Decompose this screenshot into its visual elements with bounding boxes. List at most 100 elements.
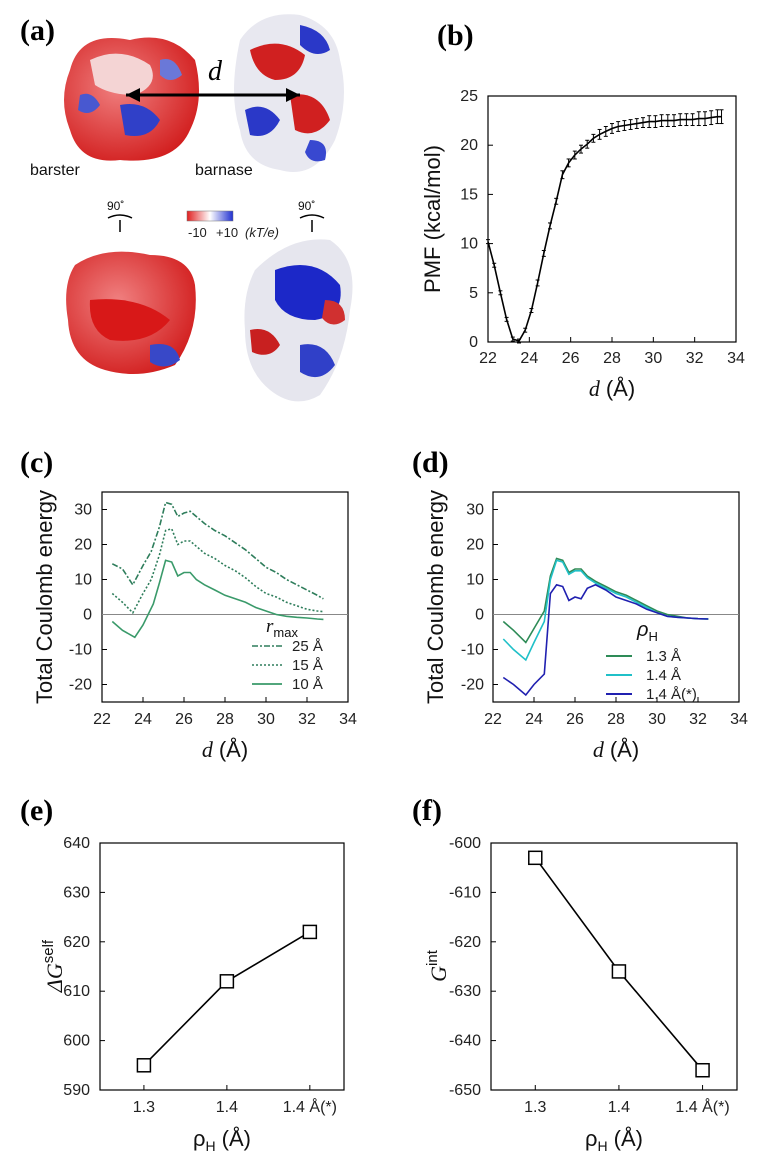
d-series-line [502, 557, 709, 644]
c-xtick: 22 [93, 711, 111, 728]
colorbar [186, 210, 234, 222]
b-ylabel: PMF (kcal/mol) [420, 145, 445, 293]
b-xtick: 28 [603, 350, 621, 367]
e-ytick: 620 [63, 934, 90, 951]
d-xtick: 26 [566, 711, 584, 728]
b-ytick: 5 [469, 285, 478, 302]
f-ytick: -630 [449, 983, 481, 1000]
f-xtick: 1.4 [608, 1099, 630, 1116]
b-ytick: 0 [469, 334, 478, 351]
c-xtick: 28 [216, 711, 234, 728]
rotation-icon-left [107, 214, 133, 232]
c-legend-label: 15 Å [292, 657, 323, 674]
e-series-line [143, 931, 311, 1066]
e-xtick: 1.3 [133, 1099, 155, 1116]
chart-e-frame [99, 842, 345, 1091]
chart-f: -650 -640 -630 -620 -610 -600 1.3 1.4 1.… [424, 835, 738, 1154]
d-legend: 1.3 Å 1.4 Å 1.4 Å(*) [606, 648, 697, 703]
b-ytick: 20 [460, 137, 478, 154]
colorbar-min: -10 [188, 225, 207, 240]
c-ytick: -10 [69, 642, 92, 659]
c-series-line [111, 559, 324, 639]
chart-d: -20 -10 0 10 20 30 22 24 26 28 30 32 34 … [423, 490, 748, 762]
e-point [302, 924, 318, 940]
f-xtick: 1.4 Å(*) [675, 1097, 729, 1116]
rotation-icon-right [299, 214, 325, 232]
f-xlabel: ρH (Å) [585, 1126, 643, 1154]
c-ytick: 20 [74, 537, 92, 554]
f-ytick: -650 [449, 1082, 481, 1099]
c-series-line [111, 527, 324, 615]
rotation-label-left: 90˚ [107, 199, 124, 213]
chart-f-frame [490, 842, 738, 1091]
d-xtick: 28 [607, 711, 625, 728]
d-xtick: 30 [648, 711, 666, 728]
d-series-line [502, 559, 709, 662]
distance-arrow [126, 88, 300, 102]
e-ytick: 630 [63, 884, 90, 901]
d-ylabel: Total Coulomb energy [423, 490, 448, 704]
e-ylabel: ΔGself [40, 939, 67, 993]
f-point [695, 1062, 710, 1078]
b-xtick: 34 [727, 350, 745, 367]
barnase-surface-bottom [244, 239, 353, 402]
panel-label-a: (a) [20, 14, 55, 47]
f-ytick: -620 [449, 934, 481, 951]
barster-surface-bottom [66, 251, 196, 374]
d-xtick: 22 [484, 711, 502, 728]
d-ytick: 10 [466, 572, 484, 589]
d-ytick: 30 [466, 502, 484, 519]
c-xtick: 24 [134, 711, 152, 728]
chart-b: 0 5 10 15 20 25 22 24 26 28 30 32 34 PMF… [420, 88, 745, 401]
d-ytick: 0 [475, 607, 484, 624]
colorbar-max: +10 [216, 225, 238, 240]
c-xtick: 26 [175, 711, 193, 728]
f-ylabel: Gint [424, 949, 451, 982]
chart-e: 590 600 610 620 630 640 1.3 1.4 1.4 Å(*)… [40, 835, 345, 1154]
d-ytick: -10 [461, 642, 484, 659]
c-legend-label: 25 Å [292, 638, 323, 655]
barnase-label: barnase [195, 162, 253, 179]
b-xtick: 32 [686, 350, 704, 367]
barster-label: barster [30, 162, 80, 179]
d-ytick: 20 [466, 537, 484, 554]
d-legend-label: 1.4 Å [646, 667, 681, 684]
rotation-label-right: 90˚ [298, 199, 315, 213]
e-xtick: 1.4 Å(*) [283, 1097, 337, 1116]
e-xtick: 1.4 [216, 1099, 238, 1116]
c-ytick: 30 [74, 502, 92, 519]
b-series-line [487, 115, 722, 342]
e-ytick: 610 [63, 983, 90, 1000]
f-ytick: -600 [449, 835, 481, 852]
panel-label-b: (b) [437, 19, 474, 52]
c-xtick: 32 [298, 711, 316, 728]
b-xtick: 24 [520, 350, 538, 367]
panel-label-c: (c) [20, 446, 53, 479]
c-ylabel: Total Coulomb energy [32, 490, 57, 704]
d-xtick: 32 [689, 711, 707, 728]
panel-label-d: (d) [412, 446, 449, 479]
c-legend: 25 Å 15 Å 10 Å [252, 638, 323, 693]
e-ytick: 640 [63, 835, 90, 852]
f-xtick: 1.3 [524, 1099, 546, 1116]
f-series-line [534, 857, 704, 1071]
c-ytick: 10 [74, 572, 92, 589]
b-ytick: 25 [460, 88, 478, 105]
distance-label: d [208, 56, 223, 87]
c-xtick: 34 [339, 711, 357, 728]
c-xlabel: d (Å) [202, 737, 248, 762]
f-point [611, 964, 627, 979]
d-legend-title: ρH [636, 619, 658, 644]
f-point [528, 850, 543, 866]
panel-label-e: (e) [20, 794, 53, 827]
c-legend-label: 10 Å [292, 676, 323, 693]
e-point [136, 1058, 152, 1073]
c-ytick: 0 [83, 607, 92, 624]
b-xtick: 26 [562, 350, 580, 367]
d-xlabel: d (Å) [593, 737, 639, 762]
c-series-line [111, 501, 324, 600]
b-ytick: 15 [460, 186, 478, 203]
d-legend-label: 1.4 Å(*) [646, 686, 697, 703]
c-xtick: 30 [257, 711, 275, 728]
